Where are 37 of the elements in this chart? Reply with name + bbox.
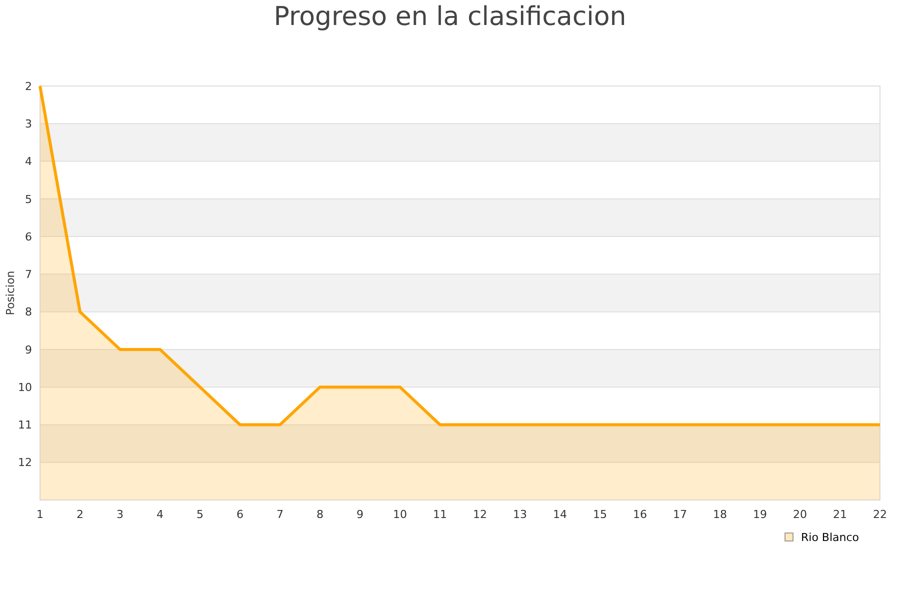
x-tick-label: 5 [196, 508, 204, 521]
x-tick-label: 19 [753, 508, 767, 521]
x-tick-label: 4 [156, 508, 164, 521]
x-tick-label: 21 [833, 508, 847, 521]
x-tick-label: 2 [76, 508, 84, 521]
y-tick-label: 10 [18, 380, 32, 394]
x-tick-label: 20 [793, 508, 807, 521]
x-tick-label: 15 [593, 508, 607, 521]
y-tick-label: 11 [18, 418, 32, 432]
x-tick-label: 13 [513, 508, 527, 521]
x-tick-label: 22 [873, 508, 887, 521]
line-series [38, 84, 882, 426]
x-tick-label: 12 [473, 508, 487, 521]
x-tick-label: 6 [236, 508, 244, 521]
x-tick-label: 17 [673, 508, 687, 521]
y-tick-label: 2 [25, 80, 32, 93]
y-tick-label: 7 [25, 268, 32, 282]
x-tick-label: 11 [433, 508, 447, 521]
y-tick-label: 3 [25, 117, 32, 130]
y-tick-label: 9 [25, 343, 32, 356]
x-tick-label: 3 [116, 508, 124, 521]
x-tick-label: 1 [36, 508, 44, 521]
x-tick-label: 10 [393, 508, 407, 521]
y-tick-label: 8 [25, 306, 32, 319]
x-tick-label: 18 [713, 508, 727, 521]
x-tick-label: 8 [316, 508, 324, 521]
x-tick-label: 9 [356, 508, 364, 521]
y-tick-label: 6 [25, 230, 32, 244]
x-tick-label: 16 [633, 508, 647, 521]
y-axis-title: Posicion [4, 270, 17, 316]
chart-title: Progreso en la clasificacion [274, 2, 626, 32]
y-tick-label: 5 [25, 192, 32, 206]
y-tick-label: 12 [18, 456, 32, 470]
x-tick-label: 7 [276, 508, 284, 521]
legend-label: Rio Blanco [801, 530, 860, 544]
y-tick-label: 4 [25, 155, 32, 168]
x-tick-label: 14 [553, 508, 567, 521]
